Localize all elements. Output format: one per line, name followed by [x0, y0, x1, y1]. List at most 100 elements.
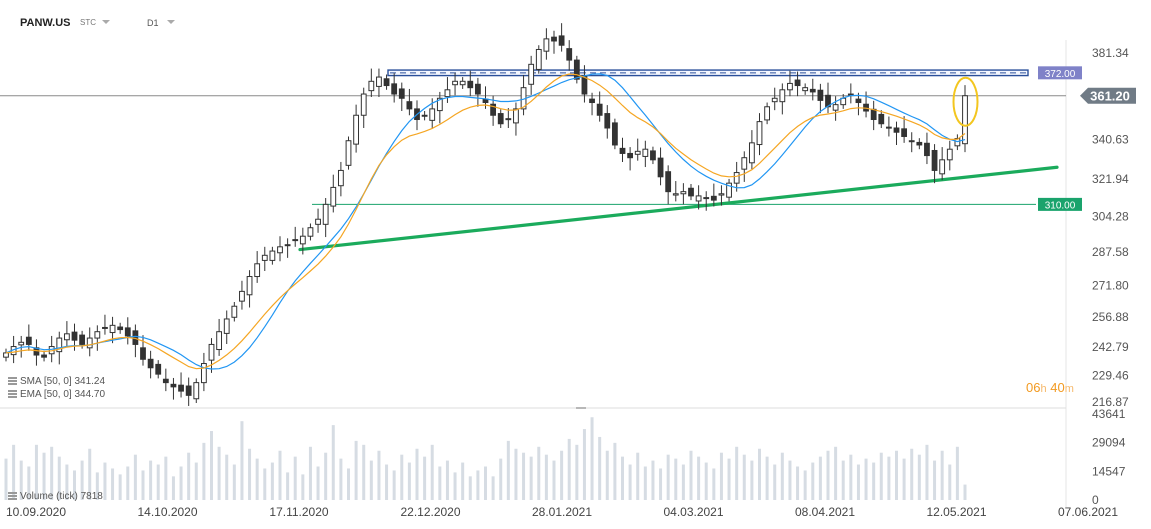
candle-body — [406, 101, 413, 110]
chevron-down-icon[interactable] — [102, 20, 110, 24]
list-icon — [8, 492, 17, 501]
candle-body — [322, 203, 329, 225]
resistance-zone — [387, 69, 1029, 77]
candle-body — [771, 97, 778, 103]
volume-tick-label: 29094 — [1092, 436, 1126, 450]
volume-bar — [758, 448, 761, 500]
list-icon — [8, 377, 17, 386]
candle-body — [543, 38, 550, 52]
volume-bar — [765, 456, 769, 500]
candle-body — [672, 193, 679, 196]
volume-bar — [95, 472, 99, 500]
volume-bar — [27, 466, 31, 500]
candles — [3, 23, 968, 406]
countdown-minutes-unit: m — [1064, 383, 1074, 395]
volume-bar — [689, 450, 693, 500]
volume-legend[interactable]: Volume (tick) 7818 — [8, 491, 103, 503]
interval-selector[interactable]: D1 — [147, 18, 159, 28]
y-tick-label: 256.88 — [1092, 310, 1129, 324]
volume-bar — [902, 458, 906, 500]
ema-legend[interactable]: EMA [50, 0] 344.70 — [8, 389, 105, 401]
candle-body — [3, 352, 9, 358]
x-tick-label: 28.01.2021 — [532, 505, 592, 519]
sma-legend[interactable]: SMA [50, 0] 341.24 — [8, 376, 105, 388]
volume-bar — [430, 444, 434, 500]
volume-bar — [42, 452, 46, 500]
symbol-label[interactable]: PANW.US — [20, 17, 71, 29]
candle-body — [939, 159, 946, 175]
volume-bar — [582, 429, 586, 500]
candle-body — [748, 142, 755, 164]
candle-body — [391, 83, 398, 95]
source-selector[interactable]: STC — [80, 18, 96, 27]
candle-body — [421, 114, 428, 117]
volume-bar — [643, 466, 647, 500]
volume-bar — [788, 460, 792, 500]
volume-bar — [164, 456, 168, 500]
volume-bar — [628, 464, 632, 500]
candle-body — [764, 106, 771, 121]
volume-bar — [537, 446, 541, 500]
volume-bar — [111, 468, 115, 500]
volume-bar — [415, 448, 419, 500]
candle-body — [94, 331, 101, 339]
candle-body — [817, 89, 824, 101]
y-tick-label: 229.46 — [1092, 368, 1129, 382]
candle-body — [25, 336, 32, 345]
volume-bar — [126, 466, 130, 500]
candle-body — [962, 95, 968, 145]
volume-bar — [963, 484, 967, 500]
volume-bar — [476, 470, 480, 500]
volume-bar — [141, 470, 145, 500]
volume-tick-label: 0 — [1092, 493, 1099, 507]
candle-body — [779, 89, 786, 103]
candle-body — [383, 78, 390, 87]
volume-bar — [575, 444, 579, 500]
volume-bar — [347, 468, 350, 500]
candle-body — [703, 197, 710, 200]
candle-body — [901, 128, 908, 137]
volume-bar — [803, 470, 807, 500]
volume-bar — [293, 456, 297, 500]
volume-bar — [210, 431, 213, 500]
candle-body — [931, 149, 938, 171]
candle-body — [589, 98, 595, 104]
overlay-layer — [0, 69, 1066, 252]
x-tick-label: 04.03.2021 — [663, 505, 723, 519]
candle-body — [261, 254, 268, 261]
volume-bar — [316, 466, 320, 500]
volume-bar — [4, 458, 8, 500]
candle-body — [627, 152, 634, 159]
support-level-label: 310.00 — [1045, 200, 1076, 211]
volume-bar — [103, 462, 107, 500]
candle-body — [558, 35, 565, 46]
volume-bar — [613, 442, 617, 500]
volume-bar — [149, 460, 153, 500]
volume-bar — [940, 450, 944, 500]
candle-body — [688, 187, 694, 197]
countdown-minutes: 40 — [1050, 380, 1065, 395]
volume-bar — [453, 472, 457, 500]
volume-bar — [849, 454, 853, 500]
candle-body — [802, 87, 809, 92]
volume-legend-text: Volume (tick) 7818 — [20, 491, 103, 502]
candle-body — [855, 98, 862, 104]
volume-bar — [240, 421, 244, 500]
candle-body — [117, 326, 124, 331]
volume-bar — [917, 454, 921, 500]
volume-bar — [544, 454, 548, 500]
volume-bar — [423, 456, 427, 500]
volume-bar — [491, 476, 495, 500]
volume-bar — [773, 464, 777, 500]
candle-body — [619, 147, 626, 154]
candle-body — [680, 191, 687, 195]
chevron-down-icon[interactable] — [167, 20, 175, 24]
volume-bar — [856, 464, 860, 500]
volume-bar — [484, 466, 487, 500]
volume-bar — [598, 436, 602, 500]
volume-bar — [194, 462, 198, 500]
candle-body — [794, 79, 801, 87]
volume-bar — [19, 460, 23, 500]
chart-toolbar: PANW.US STC D1 — [0, 0, 400, 40]
